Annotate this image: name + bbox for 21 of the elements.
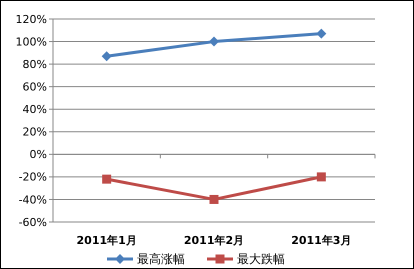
point: [210, 194, 218, 204]
x-tick-label: 2011年1月: [76, 234, 137, 247]
y-tick-label: -40%: [18, 193, 47, 206]
point: [102, 51, 112, 62]
y-tick-label: 80%: [22, 58, 47, 71]
y-tick-label: 120%: [16, 12, 47, 26]
y-tick-label: -60%: [18, 216, 47, 229]
point: [316, 28, 326, 39]
x-tick-label: 2011年3月: [291, 234, 352, 247]
y-tick-label: 100%: [16, 35, 47, 48]
legend-label: 最高涨幅: [137, 252, 185, 266]
y-tick-label: -20%: [18, 170, 47, 184]
point: [316, 172, 326, 182]
legend-label: 最大跌幅: [237, 252, 285, 266]
y-tick-label: 0%: [30, 148, 47, 162]
y-tick-label: 20%: [22, 126, 47, 139]
y-tick-label: 60%: [22, 80, 47, 94]
y-tick-label: 40%: [22, 103, 47, 116]
x-tick-label: 2011年2月: [184, 234, 244, 247]
point: [102, 174, 112, 184]
point: [209, 36, 219, 47]
